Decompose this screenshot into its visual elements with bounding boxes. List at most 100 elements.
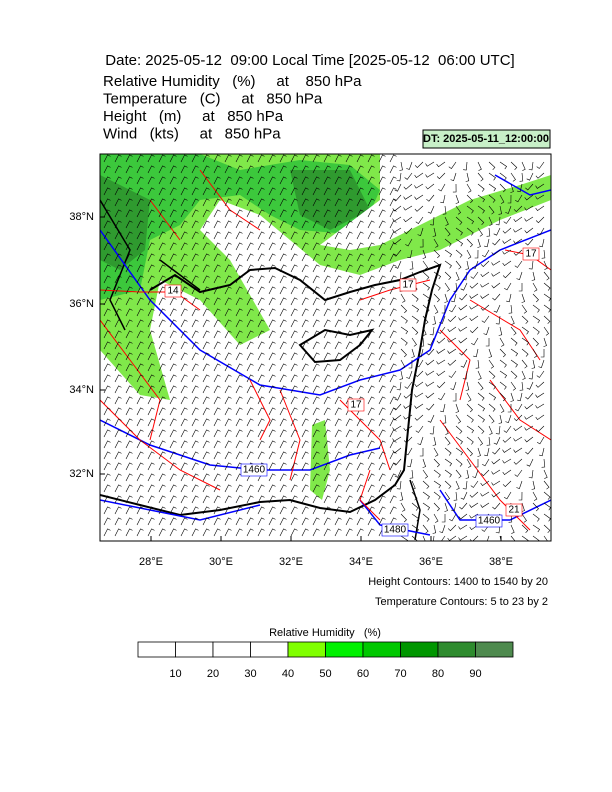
wind-barb [301, 407, 309, 416]
wind-barb [224, 308, 232, 317]
wind-barb [528, 260, 534, 270]
wind-barb [235, 451, 243, 460]
wind-barb [466, 227, 474, 236]
wind-barb [257, 330, 265, 339]
wind-barb [268, 220, 276, 229]
wind-barb [191, 253, 199, 262]
lat-label: 34°N [69, 384, 94, 396]
wind-barb [202, 462, 210, 471]
wind-barb [414, 381, 424, 388]
wind-barb [169, 517, 177, 526]
wind-barb [213, 275, 221, 284]
wind-barb [246, 253, 254, 262]
wind-barb [378, 495, 386, 504]
wind-barb [524, 425, 534, 431]
wind-barb [477, 205, 485, 214]
wind-barb [169, 528, 177, 537]
wind-barb [158, 352, 166, 361]
wind-barb [414, 172, 424, 179]
colorbar-tick-label: 60 [357, 668, 369, 680]
wind-barb [519, 381, 524, 391]
wind-barb [543, 326, 550, 336]
wind-barb [191, 176, 199, 185]
wind-barb [521, 315, 529, 324]
wind-barb [103, 484, 111, 493]
wind-barb [125, 473, 133, 482]
colorbar-tick-label: 90 [469, 668, 481, 680]
wind-barb [455, 425, 463, 434]
wind-barb [180, 275, 188, 284]
wind-barb [235, 341, 243, 350]
wind-barb [224, 319, 232, 328]
wind-barb [312, 264, 320, 273]
wind-barb [147, 418, 155, 427]
colorbar-box [437, 641, 476, 658]
wind-barb [169, 154, 177, 163]
wind-barb [409, 469, 414, 479]
wind-barb [268, 462, 276, 471]
wind-barb [147, 363, 155, 372]
wind-barb [279, 352, 287, 361]
wind-barb [420, 337, 425, 347]
wind-barb [414, 194, 424, 200]
wind-barb [191, 363, 199, 372]
temperature-note: Temperature Contours: 5 to 23 by 2 [375, 596, 548, 608]
wind-barb [469, 502, 479, 508]
wind-barb [403, 227, 413, 235]
wind-barb [279, 154, 287, 163]
wind-barb [290, 187, 298, 196]
wind-barb [158, 286, 166, 295]
wind-barb [301, 517, 309, 526]
wind-barb [213, 462, 221, 471]
wind-barb [513, 447, 523, 453]
wind-barb [235, 253, 243, 262]
wind-barb [180, 165, 188, 174]
wind-barb [301, 319, 309, 328]
wind-barb [525, 392, 534, 400]
wind-barb [345, 154, 353, 163]
wind-barb [389, 242, 397, 251]
wind-barb [147, 462, 155, 471]
wind-barb [411, 535, 418, 541]
wind-barb [444, 216, 449, 226]
wind-barb [114, 484, 122, 493]
wind-barb [536, 161, 545, 169]
wind-barb [323, 473, 331, 482]
wind-barb [367, 319, 375, 328]
wind-barb [202, 319, 210, 328]
wind-barb [268, 451, 276, 460]
wind-barb [114, 319, 122, 328]
wind-barb [452, 183, 457, 193]
wind-barb [436, 370, 446, 377]
wind-barb [114, 341, 122, 350]
wind-barb [246, 352, 254, 361]
wind-barb [396, 480, 402, 490]
wind-barb [334, 451, 342, 460]
wind-barb [323, 352, 331, 361]
wind-barb [125, 418, 133, 427]
wind-barb [125, 374, 133, 383]
wind-barb [334, 363, 342, 372]
wind-barb [147, 176, 155, 185]
wind-barb [268, 308, 276, 317]
wind-barb [345, 374, 353, 383]
wind-barb [444, 480, 452, 489]
wind-barb [114, 407, 122, 416]
wind-barb [246, 341, 254, 350]
wind-barb [147, 330, 155, 339]
wind-barb [505, 205, 512, 214]
wind-barb [378, 286, 386, 295]
wind-barb [114, 396, 122, 405]
wind-barb [279, 286, 287, 295]
wind-barb [458, 304, 468, 311]
wind-barb [502, 227, 512, 234]
wind-barb [345, 231, 353, 240]
wind-barb [389, 220, 397, 229]
wind-barb [158, 187, 166, 196]
wind-barb [136, 473, 144, 482]
wind-barb [481, 315, 490, 323]
wind-barb [477, 183, 485, 192]
wind-barb [403, 414, 413, 420]
wind-barb [103, 429, 111, 438]
wind-barb [469, 282, 479, 289]
